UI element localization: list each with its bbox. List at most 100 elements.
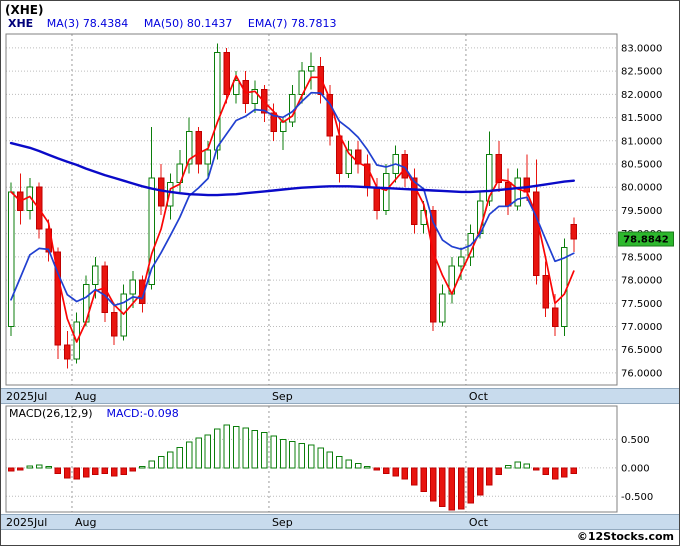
macd-bar-negative: [92, 467, 99, 476]
macd-bar-negative: [420, 467, 427, 493]
macd-plot-border: [5, 405, 618, 513]
candle-body: [504, 182, 512, 207]
y-axis-tick-label: 79.5000: [621, 206, 662, 217]
macd-bar-positive: [148, 460, 155, 469]
candle-body: [195, 131, 202, 165]
macd-bar-negative: [561, 467, 568, 478]
macd-bar-negative: [7, 467, 15, 472]
macd-bar-negative: [73, 467, 80, 480]
y-axis-tick-label: 81.5000: [621, 113, 662, 124]
ema7-legend-value: 78.7813: [290, 17, 337, 30]
candle-body: [551, 307, 559, 327]
macd-histogram: [7, 424, 578, 511]
last-price-badge-value: 78.8842: [623, 235, 669, 246]
macd-bar-positive: [261, 432, 268, 469]
month-label: 2025Jul: [6, 390, 48, 403]
macd-bar-negative: [101, 467, 109, 475]
macd-bar-negative: [54, 467, 62, 475]
macd-bar-positive: [289, 441, 296, 469]
last-price-badge: 78.8842: [618, 231, 674, 247]
macd-legend: MACD(26,12,9) MACD:-0.098: [9, 407, 179, 420]
candle-body: [251, 89, 259, 105]
candle-body: [533, 191, 540, 276]
macd-bar-positive: [317, 447, 324, 469]
y-axis-tick-label: 81.0000: [621, 136, 662, 147]
candle-body: [185, 131, 193, 165]
price-legend: XHE MA(3) 78.4384 MA(50) 80.1437 EMA(7) …: [8, 17, 348, 31]
ema7-legend-label: EMA(7): [247, 17, 288, 30]
y-axis-tick-label: 80.0000: [621, 183, 662, 194]
macd-bar-positive: [307, 444, 315, 469]
candle-body: [542, 274, 549, 309]
candle-body: [148, 177, 155, 286]
candle-body: [7, 191, 15, 327]
y-axis-tick-label: 78.0000: [621, 276, 662, 287]
month-label: Sep: [271, 390, 293, 403]
y-axis-tick-label: 82.0000: [621, 90, 662, 101]
y-axis-tick-label: 80.5000: [621, 160, 662, 171]
x-axis-months-macd: 2025Jul Aug Sep Oct: [1, 514, 679, 530]
candle-body: [307, 66, 315, 72]
macd-bar-positive: [504, 465, 512, 469]
last-price-badge-box: [618, 231, 674, 247]
symbol-label: XHE: [8, 17, 34, 30]
macd-pane: 0.500 0.000 -0.500: [5, 405, 653, 513]
candle-body: [457, 256, 465, 267]
candle-body: [92, 265, 99, 286]
candle-body: [326, 93, 334, 137]
month-label: Oct: [468, 516, 488, 529]
macd-bar-positive: [336, 455, 343, 469]
candle-body: [129, 279, 137, 295]
macd-bar-negative: [457, 467, 465, 510]
candle-body: [382, 172, 390, 211]
macd-bar-positive: [223, 424, 230, 469]
ma3-legend-label: MA(3): [46, 17, 80, 30]
candle-body: [64, 344, 71, 360]
macd-bar-positive: [35, 464, 43, 469]
ema7-line: [10, 91, 575, 307]
candlestick-series: [7, 43, 578, 369]
ma3-legend: MA(3) 78.4384: [47, 17, 129, 30]
candle-body: [223, 52, 230, 95]
macd-bar-negative: [467, 467, 474, 504]
macd-bar-negative: [392, 467, 399, 477]
macd-bar-negative: [439, 467, 446, 508]
month-label: Oct: [468, 390, 488, 403]
candle-body: [439, 293, 446, 323]
macd-bar-positive: [214, 428, 221, 469]
macd-bar-negative: [82, 467, 90, 478]
macd-tick-label: 0.000: [621, 463, 650, 474]
ma50-line: [9, 141, 575, 197]
price-pane: 83.0000 82.5000 82.0000 81.5000 81.0000 80.50…: [5, 33, 674, 386]
macd-bar-positive: [514, 461, 521, 469]
candle-body: [514, 177, 521, 207]
macd-bar-negative: [429, 467, 437, 502]
macd-bar-negative: [382, 467, 390, 475]
macd-bar-negative: [17, 467, 24, 471]
macd-bar-negative: [411, 467, 418, 486]
candle-body: [495, 154, 503, 184]
macd-bar-positive: [204, 434, 212, 469]
macd-bar-negative: [110, 467, 118, 477]
macd-bar-positive: [298, 442, 306, 469]
macd-bar-positive: [242, 427, 249, 469]
x-axis-months-price: 2025Jul Aug Sep Oct: [1, 388, 679, 404]
macd-bar-positive: [157, 455, 165, 469]
macd-bar-positive: [195, 437, 202, 469]
macd-bar-positive: [326, 451, 334, 469]
macd-bar-positive: [354, 462, 362, 469]
macd-bar-positive: [523, 463, 531, 469]
candle-body: [214, 52, 221, 151]
macd-bar-negative: [542, 467, 549, 476]
candle-body: [54, 251, 62, 346]
y-axis-tick-label: 76.5000: [621, 345, 662, 356]
macd-bar-negative: [570, 467, 578, 474]
macd-bar-positive: [270, 435, 277, 469]
macd-bar-negative: [120, 467, 127, 476]
candle-body: [232, 79, 240, 95]
candle-body: [411, 177, 418, 225]
macd-bar-positive: [185, 441, 193, 469]
macd-bar-negative: [448, 467, 456, 511]
macd-bar-positive: [45, 466, 52, 469]
